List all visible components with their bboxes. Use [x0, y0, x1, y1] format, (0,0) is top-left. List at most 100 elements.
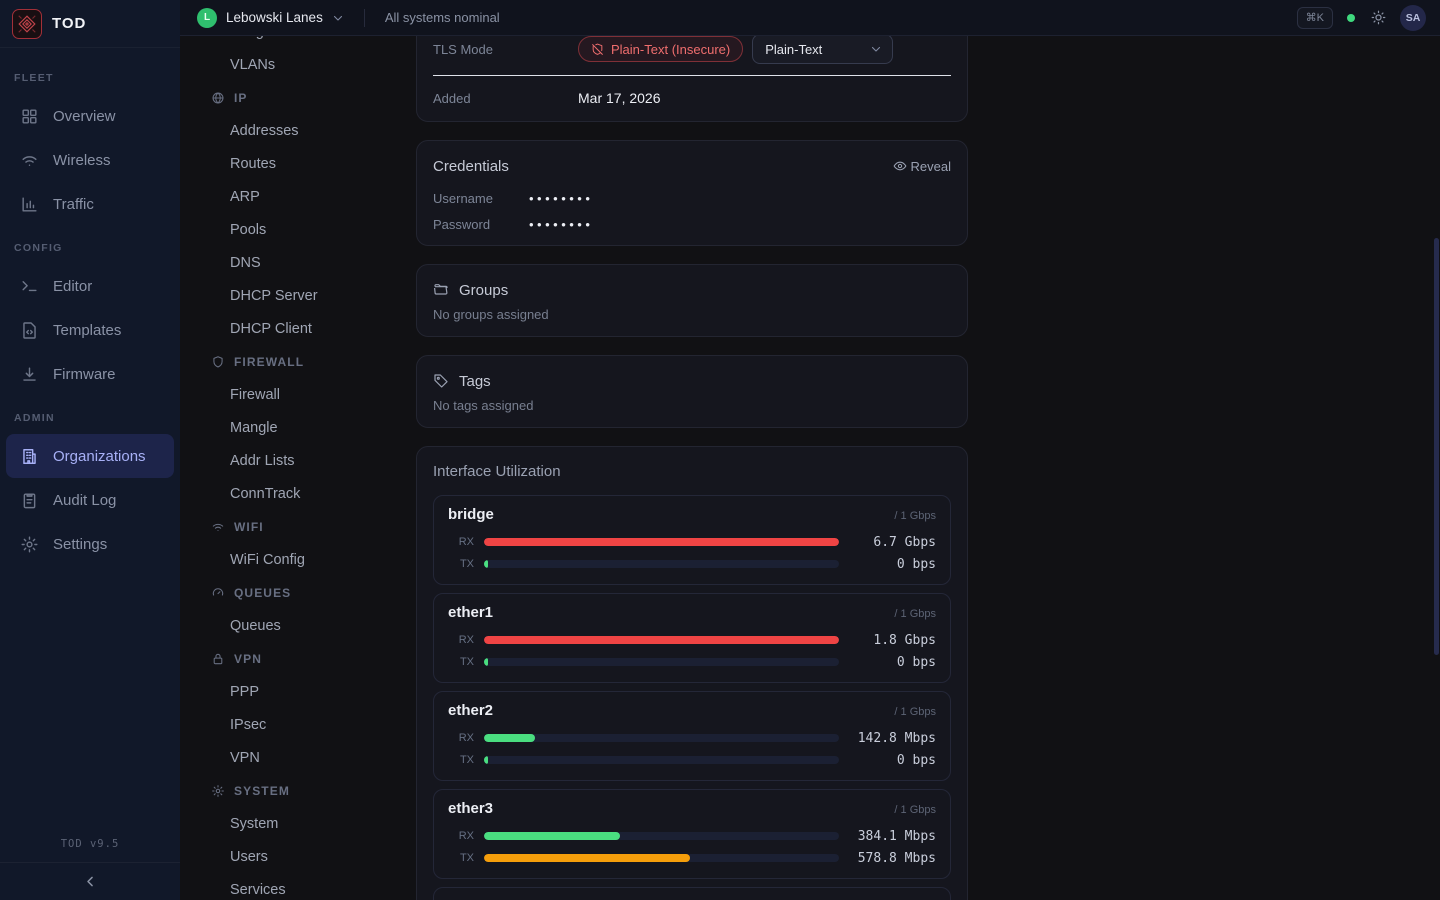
subnav-item-addr-lists[interactable]: Addr Lists: [180, 444, 416, 477]
subnav-item-arp[interactable]: ARP: [180, 180, 416, 213]
grid-icon: [20, 107, 39, 126]
tls-mode-label: TLS Mode: [433, 41, 493, 57]
subnav-section-vpn: VPN: [180, 642, 416, 675]
org-selector[interactable]: L Lebowski Lanes: [197, 7, 344, 28]
groups-title: Groups: [459, 281, 509, 299]
tls-mode-select[interactable]: Plain-Text: [752, 34, 894, 64]
subnav-item-label: Queues: [230, 617, 281, 634]
sidebar-item-templates[interactable]: Templates: [6, 308, 174, 352]
subnav-item-dhcp-client[interactable]: DHCP Client: [180, 312, 416, 345]
rx-bar-row: RX 1.8 Gbps: [448, 630, 936, 650]
password-row: Password ••••••••: [433, 211, 951, 237]
subnav-item-wifi-config[interactable]: WiFi Config: [180, 543, 416, 576]
subnav-item-bridge-ports[interactable]: Bridge Ports: [180, 36, 416, 48]
user-avatar[interactable]: SA: [1400, 4, 1426, 31]
subnav-item-label: Addresses: [230, 122, 299, 139]
sidebar-item-firmware[interactable]: Firmware: [6, 352, 174, 396]
tx-value: 578.8 Mbps: [857, 850, 936, 866]
rx-value: 1.8 Gbps: [873, 632, 936, 648]
subnav-item-label: Routes: [230, 155, 276, 172]
tx-bar-fill: [484, 658, 488, 666]
subnav-item-label: IPsec: [230, 716, 267, 733]
file-icon: [20, 321, 39, 340]
credentials-title: Credentials: [433, 157, 509, 175]
subnav-item-addresses[interactable]: Addresses: [180, 114, 416, 147]
sidebar-item-label: Templates: [53, 321, 122, 339]
tx-bar-fill: [484, 756, 488, 764]
sidebar-item-label: Wireless: [53, 151, 111, 169]
sidebar-item-settings[interactable]: Settings: [6, 522, 174, 566]
rx-bar-fill: [484, 734, 535, 742]
subnav-item-firewall[interactable]: Firewall: [180, 378, 416, 411]
subnav-item-label: PPP: [230, 683, 260, 700]
tls-mode-row: TLS Mode Plain-Text (Insecure) Plain-Tex…: [433, 34, 951, 64]
rx-label: RX: [458, 536, 474, 548]
shield-icon: [211, 355, 225, 369]
subnav-item-label: DHCP Client: [230, 320, 312, 337]
sun-icon: [1371, 10, 1386, 25]
subnav-item-conntrack[interactable]: ConnTrack: [180, 477, 416, 510]
primary-nav: FLEET Overview Wireless Traffic CONFIG Editor…: [0, 48, 180, 830]
subnav-item-pools[interactable]: Pools: [180, 213, 416, 246]
interface-card-ether2: ether2 / 1 Gbps RX 142.8 Mbps TX 0 bps: [433, 691, 951, 781]
subnav-item-label: VPN: [230, 749, 260, 766]
subnav-section-firewall: FIREWALL: [180, 345, 416, 378]
subnav-item-vpn[interactable]: VPN: [180, 741, 416, 774]
subnav-item-routes[interactable]: Routes: [180, 147, 416, 180]
device-subnav: Bridge Ports VLANs IP Addresses Routes ARP Poo…: [180, 36, 416, 900]
rx-bar-row: RX 384.1 Mbps: [448, 826, 936, 846]
subnav-item-mangle[interactable]: Mangle: [180, 411, 416, 444]
reveal-credentials-button[interactable]: Reveal: [893, 159, 951, 174]
chevron-down-icon: [870, 43, 882, 55]
sidebar-section-label: CONFIG: [14, 242, 63, 254]
rx-value: 384.1 Mbps: [857, 828, 936, 844]
sidebar-item-label: Firmware: [53, 365, 116, 383]
interface-capacity: / 1 Gbps: [894, 608, 936, 620]
rx-bar-track: [484, 734, 839, 742]
subnav-item-dhcp-server[interactable]: DHCP Server: [180, 279, 416, 312]
tx-value: 0 bps: [896, 752, 936, 768]
subnav-item-label: Pools: [230, 221, 267, 238]
tx-bar-row: TX 0 bps: [448, 750, 936, 770]
tx-label: TX: [459, 558, 474, 570]
subnav-item-vlans[interactable]: VLANs: [180, 48, 416, 81]
command-palette-button[interactable]: ⌘K: [1296, 6, 1333, 29]
added-value: Mar 17, 2026: [578, 90, 661, 106]
sidebar-item-editor[interactable]: Editor: [6, 264, 174, 308]
subnav-item-label: Users: [230, 848, 268, 865]
interface-name: ether2: [448, 702, 494, 719]
subnav-item-dns[interactable]: DNS: [180, 246, 416, 279]
sidebar-item-traffic[interactable]: Traffic: [6, 182, 174, 226]
subnav-item-ipsec[interactable]: IPsec: [180, 708, 416, 741]
sidebar-collapse-button[interactable]: [0, 862, 180, 900]
rx-bar-row: RX 6.7 Gbps: [448, 532, 936, 552]
subnav-item-ppp[interactable]: PPP: [180, 675, 416, 708]
subnav-item-label: DNS: [230, 254, 261, 271]
subnav-item-users[interactable]: Users: [180, 840, 416, 873]
theme-toggle-button[interactable]: [1367, 6, 1390, 29]
tx-bar-row: TX 578.8 Mbps: [448, 848, 936, 868]
subnav-item-system[interactable]: System: [180, 807, 416, 840]
sidebar-item-label: Audit Log: [53, 491, 117, 509]
app-title: TOD: [52, 15, 87, 32]
gauge-icon: [211, 586, 225, 600]
subnav-item-label: VLANs: [230, 56, 276, 73]
sidebar-item-wireless[interactable]: Wireless: [6, 138, 174, 182]
subnav-item-queues[interactable]: Queues: [180, 609, 416, 642]
tx-bar-track: [484, 560, 839, 568]
rx-bar-track: [484, 832, 839, 840]
tx-value: 0 bps: [896, 556, 936, 572]
rx-bar-fill: [484, 832, 621, 840]
sidebar-item-overview[interactable]: Overview: [6, 94, 174, 138]
app-version: TOD v9.5: [60, 838, 120, 850]
app-logo: TOD: [0, 0, 180, 48]
rx-label: RX: [458, 732, 474, 744]
subnav-item-label: Bridge Ports: [230, 36, 310, 40]
sidebar-item-audit-log[interactable]: Audit Log: [6, 478, 174, 522]
sidebar-item-organizations[interactable]: Organizations: [6, 434, 174, 478]
page-scrollbar-thumb[interactable]: [1434, 238, 1439, 655]
interface-name: ether1: [448, 604, 494, 621]
main-content: TLS Mode Plain-Text (Insecure) Plain-Tex…: [416, 0, 968, 900]
subnav-section-ip: IP: [180, 81, 416, 114]
subnav-item-services[interactable]: Services: [180, 873, 416, 900]
